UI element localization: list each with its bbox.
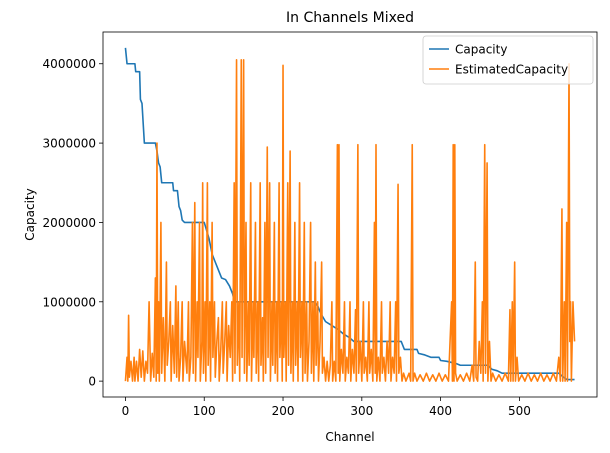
y-axis: 0 1000000 2000000 3000000 4000000 [43, 57, 103, 389]
x-tick-label: 200 [272, 404, 295, 418]
x-tick-label: 400 [429, 404, 452, 418]
x-tick-label: 300 [350, 404, 373, 418]
y-tick-label: 3000000 [43, 137, 96, 151]
legend-label: EstimatedCapacity [455, 63, 568, 77]
legend-label: Capacity [455, 43, 507, 57]
x-axis-label: Channel [325, 430, 374, 444]
x-tick-label: 500 [508, 404, 531, 418]
legend-box [422, 35, 594, 85]
y-axis-label: Capacity [23, 188, 37, 240]
x-tick-label: 100 [193, 404, 216, 418]
x-tick-label: 0 [122, 404, 130, 418]
x-axis: 0 100 200 300 400 500 [122, 397, 531, 418]
axes-frame [102, 31, 598, 398]
legend: Capacity EstimatedCapacity [422, 35, 594, 85]
chart-title: In Channels Mixed [286, 10, 414, 26]
plot-area [124, 47, 576, 382]
series-line-estimatedcapacity [124, 58, 576, 382]
y-tick-label: 1000000 [43, 295, 96, 309]
y-tick-label: 4000000 [43, 57, 96, 71]
y-tick-label: 0 [88, 375, 96, 389]
y-tick-label: 2000000 [43, 216, 96, 230]
